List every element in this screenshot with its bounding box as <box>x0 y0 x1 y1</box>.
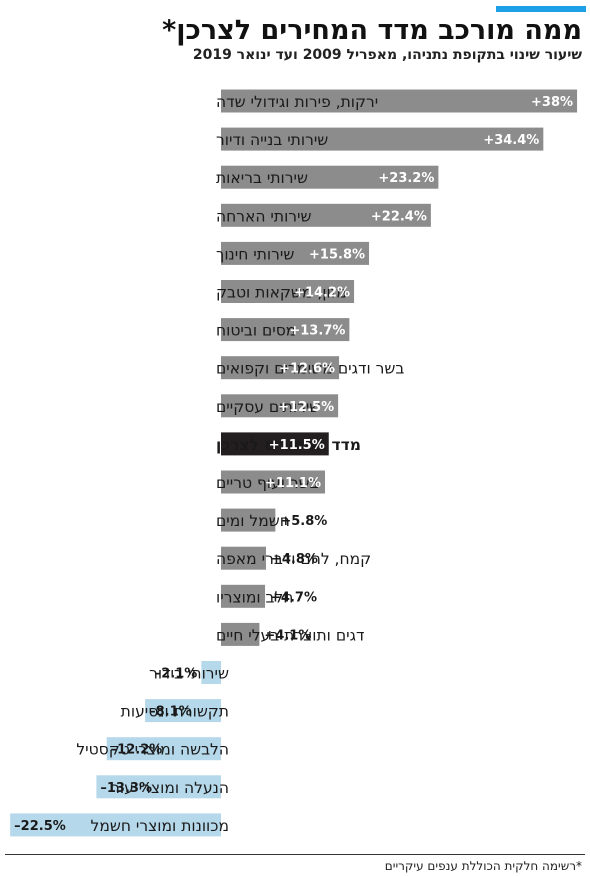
value-label: +4.7% <box>270 590 317 605</box>
value-label: +11.1% <box>265 476 321 491</box>
category-label: הלבשה ומוצרי טקסטיל <box>76 741 229 759</box>
bar <box>221 203 431 227</box>
category-label: בשר ודגים משומרים וקפואים <box>216 360 404 378</box>
value-label: +5.8% <box>280 514 327 529</box>
bar <box>221 89 578 113</box>
footnote: *רשימה חלקית הכוללת ענפים עיקריים <box>384 859 582 873</box>
value-label: +22.4% <box>371 209 427 224</box>
value-label: +13.7% <box>289 324 345 339</box>
bar <box>10 813 221 837</box>
bar <box>96 775 221 799</box>
value-label: –2.1% <box>155 667 198 682</box>
category-label: שירותי בנייה ודיור <box>216 131 328 149</box>
category-label: שירותי בידור <box>149 665 229 683</box>
accent-bar <box>496 6 586 12</box>
value-label: +15.8% <box>309 247 365 262</box>
value-label: –13.3% <box>100 781 152 796</box>
bar-chart: ירקות, פירות וגידולי שדה +38% שירותי בנייה… <box>10 89 578 837</box>
value-label: –22.5% <box>14 819 66 834</box>
category-label: מזון, משקאות וטבק <box>216 284 347 302</box>
bar <box>221 165 439 189</box>
category-label: תקשורת ונסיעות <box>121 703 229 721</box>
footer-divider <box>5 854 585 855</box>
category-label: ירקות, פירות וגידולי שדה <box>216 93 378 111</box>
category-label: חשמל ומים <box>216 512 290 530</box>
value-label: +23.2% <box>378 171 434 186</box>
value-label: +12.6% <box>279 362 335 377</box>
category-label: חלב ומוצריו <box>216 588 293 606</box>
value-label: +38% <box>531 95 573 110</box>
bar <box>221 622 260 646</box>
chart-subtitle: שיעור שינוי בתקופת נתניהו, מאפריל 2009 ו… <box>192 47 582 63</box>
category-label: שירותים עסקיים <box>216 398 320 416</box>
value-label: +34.4% <box>483 133 539 148</box>
bar <box>221 318 350 342</box>
bar <box>221 394 339 418</box>
bar <box>221 280 355 303</box>
category-label: הנעלה ומוצרי עור <box>111 779 229 797</box>
category-label: מכוונות ומוצרי חשמל <box>91 817 229 835</box>
category-label: שירותי הארחה <box>216 207 312 225</box>
bar <box>221 356 340 380</box>
bar <box>221 546 266 570</box>
value-label: +4.1% <box>264 628 311 643</box>
bar <box>221 584 266 608</box>
bar <box>221 432 329 456</box>
bar <box>221 127 544 151</box>
bar <box>145 699 221 723</box>
value-label: –8.1% <box>149 705 192 720</box>
category-label: שירותי בריאות <box>216 169 308 187</box>
category-label: שירותי חינוך <box>216 245 294 263</box>
bar <box>201 661 221 684</box>
value-label: +11.5% <box>269 438 325 453</box>
category-label: בשר ועוף טריים <box>216 474 319 492</box>
value-label: +12.5% <box>278 400 334 415</box>
bar <box>221 470 326 494</box>
value-label: –12.2% <box>111 743 163 758</box>
category-label: קמח, לחם ודברי מאפה <box>216 550 371 568</box>
bar <box>221 241 370 265</box>
bar <box>106 737 221 761</box>
category-label: מסים וביטוח <box>216 322 296 340</box>
bar <box>221 508 276 532</box>
category-label: מדד המחירים לצרכן <box>216 436 361 454</box>
chart-title: ממה מורכב מדד המחירים לצרכן* <box>162 15 582 46</box>
category-label: דגים ותוצרת בעלי חיים <box>216 626 364 644</box>
value-label: +4.8% <box>271 552 318 567</box>
value-label: +14.2% <box>294 286 350 301</box>
